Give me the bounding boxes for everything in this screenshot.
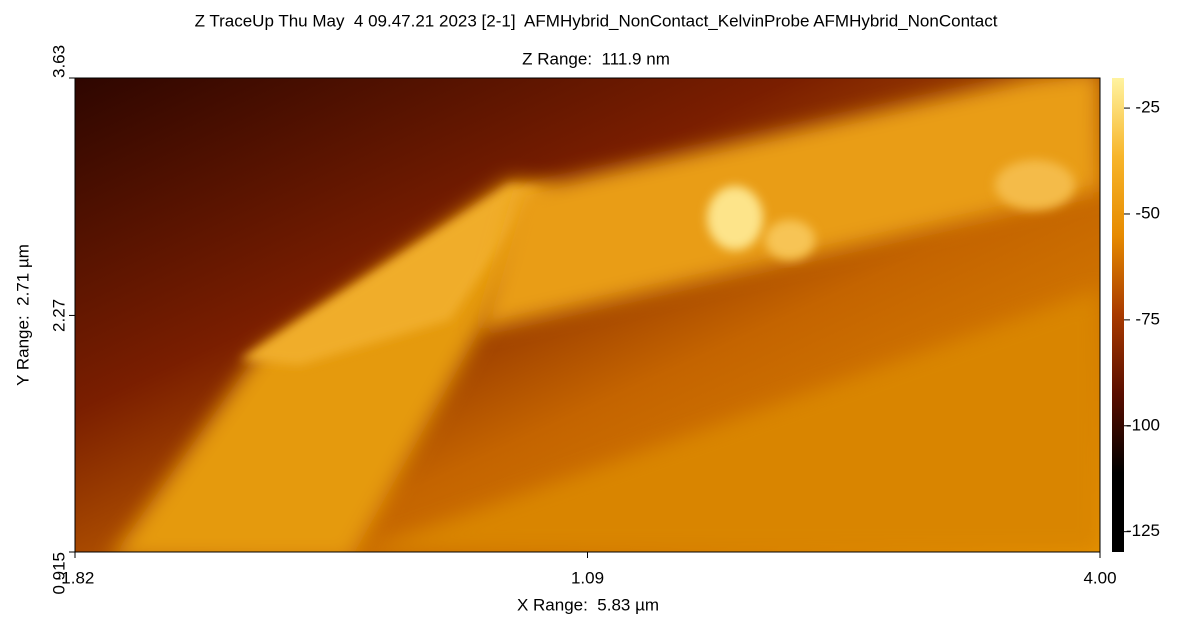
afm-image	[75, 78, 1100, 552]
x-tick-label: 1.09	[571, 568, 604, 587]
y-axis-label: Y Range: 2.71 µm	[13, 244, 32, 386]
colorbar-tick-label: -100	[1126, 415, 1160, 434]
subtitle: Z Range: 111.9 nm	[522, 49, 670, 68]
title: Z TraceUp Thu May 4 09.47.21 2023 [2-1] …	[195, 11, 998, 30]
y-tick-label: 3.63	[49, 45, 68, 78]
x-tick-label: 4.00	[1083, 568, 1116, 587]
colorbar-tick-label: -50	[1135, 203, 1160, 222]
colorbar-tick-label: -75	[1135, 309, 1160, 328]
colorbar-tick-label: -125	[1126, 521, 1160, 540]
x-axis-label: X Range: 5.83 µm	[517, 595, 659, 614]
colorbar	[1112, 78, 1124, 552]
y-tick-label: 2.27	[49, 299, 68, 332]
x-tick-label: -1.82	[56, 568, 95, 587]
y-tick-label: 0.915	[49, 552, 68, 595]
colorbar-tick-label: -25	[1135, 98, 1160, 117]
